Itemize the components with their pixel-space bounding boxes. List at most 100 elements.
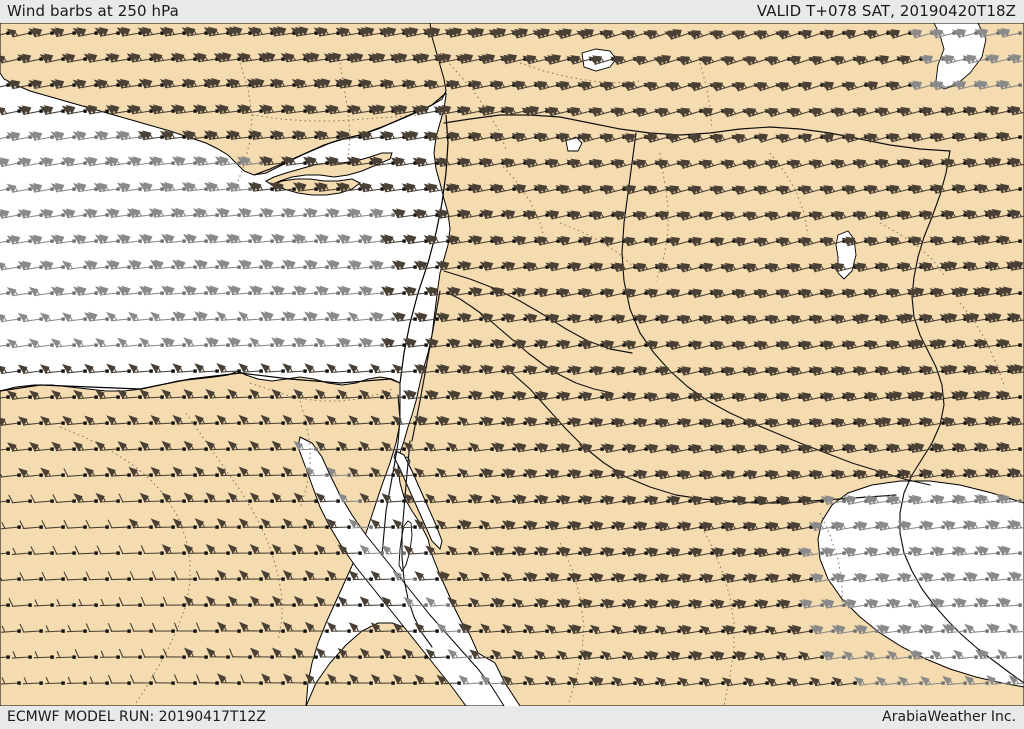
station-dot [138, 499, 142, 503]
station-dot [842, 603, 846, 607]
wind-barb [502, 572, 527, 582]
station-dot [50, 83, 54, 87]
station-dot [149, 525, 153, 529]
wind-barb [634, 676, 659, 687]
station-dot [853, 525, 857, 529]
station-dot [83, 265, 87, 269]
wind-barb [150, 467, 175, 478]
station-dot [259, 265, 263, 269]
wind-barb [821, 598, 846, 609]
wind-barb [942, 572, 967, 582]
wind-barb [205, 285, 230, 296]
station-dot [545, 681, 549, 685]
station-dot [226, 343, 230, 347]
station-dot [556, 603, 560, 607]
station-dot [325, 629, 329, 634]
wind-barb [337, 544, 362, 556]
wind-barb [73, 26, 98, 38]
station-dot [171, 265, 175, 269]
station-dot [622, 499, 626, 503]
station-dot [941, 681, 945, 685]
wind-barb [128, 622, 153, 634]
wind-barb [425, 338, 450, 348]
station-dot [237, 681, 242, 686]
station-dot [325, 681, 330, 686]
wind-barb [898, 572, 923, 583]
station-dot [897, 577, 901, 581]
station-dot [248, 447, 252, 451]
wind-barb [0, 676, 21, 686]
wind-barb [524, 364, 549, 375]
wind-barb [29, 442, 54, 452]
wind-barb [348, 415, 373, 426]
wind-barb [194, 622, 220, 634]
station-dot [347, 161, 351, 165]
wind-barb [227, 596, 252, 608]
wind-barb [359, 337, 384, 348]
station-dot [369, 161, 373, 165]
station-dot [666, 655, 670, 659]
wind-barb [865, 546, 890, 557]
station-dot [171, 629, 175, 634]
station-dot [270, 447, 274, 451]
station-dot [281, 629, 286, 634]
station-dot [50, 31, 54, 35]
station-dot [479, 629, 483, 633]
station-dot [600, 499, 604, 503]
station-dot [127, 525, 131, 529]
wind-barb [381, 390, 406, 400]
wind-barb [568, 416, 593, 428]
wind-barb [183, 492, 208, 504]
wind-barb [0, 442, 10, 452]
station-dot [182, 291, 186, 295]
wind-barb [73, 286, 98, 296]
station-dot [380, 291, 384, 295]
station-dot [325, 109, 329, 113]
map-canvas[interactable] [0, 23, 1024, 706]
wind-barb [370, 519, 395, 530]
wind-barb [259, 104, 285, 115]
station-dot [479, 369, 483, 373]
station-dot [72, 83, 76, 87]
wind-barb [271, 233, 296, 244]
wind-barb [183, 389, 208, 400]
wind-barb [84, 52, 109, 63]
wind-barb [293, 285, 318, 296]
station-dot [105, 317, 109, 321]
wind-barb [62, 364, 87, 374]
wind-barb [270, 78, 296, 89]
wind-barb [403, 597, 428, 608]
station-dot [1007, 577, 1011, 581]
wind-barb [523, 260, 549, 272]
wind-barb [645, 546, 670, 557]
station-dot [501, 629, 505, 633]
station-dot [875, 681, 879, 685]
wind-barb [7, 597, 32, 608]
border-israel-egypt [381, 394, 401, 556]
station-dot [545, 265, 549, 269]
station-dot [545, 629, 549, 633]
station-dot [138, 83, 142, 87]
wind-barb [117, 234, 142, 244]
station-dot [17, 57, 21, 61]
station-dot [72, 447, 76, 451]
station-dot [941, 421, 945, 425]
wind-barb [326, 208, 351, 218]
wind-barb [161, 337, 186, 348]
station-dot [72, 343, 76, 347]
station-dot [116, 447, 120, 451]
station-dot [105, 577, 109, 581]
wind-barb [480, 675, 505, 686]
station-dot [732, 551, 736, 555]
wind-barb [150, 518, 175, 530]
wind-barb [303, 156, 329, 167]
station-dot [28, 291, 32, 295]
station-dot [28, 655, 32, 659]
wind-barb [55, 598, 76, 608]
station-dot [116, 239, 120, 243]
station-dot [6, 343, 10, 347]
wind-barb [655, 416, 681, 428]
wind-barb [304, 207, 329, 218]
station-dot [479, 421, 483, 425]
wind-barb [491, 494, 516, 504]
